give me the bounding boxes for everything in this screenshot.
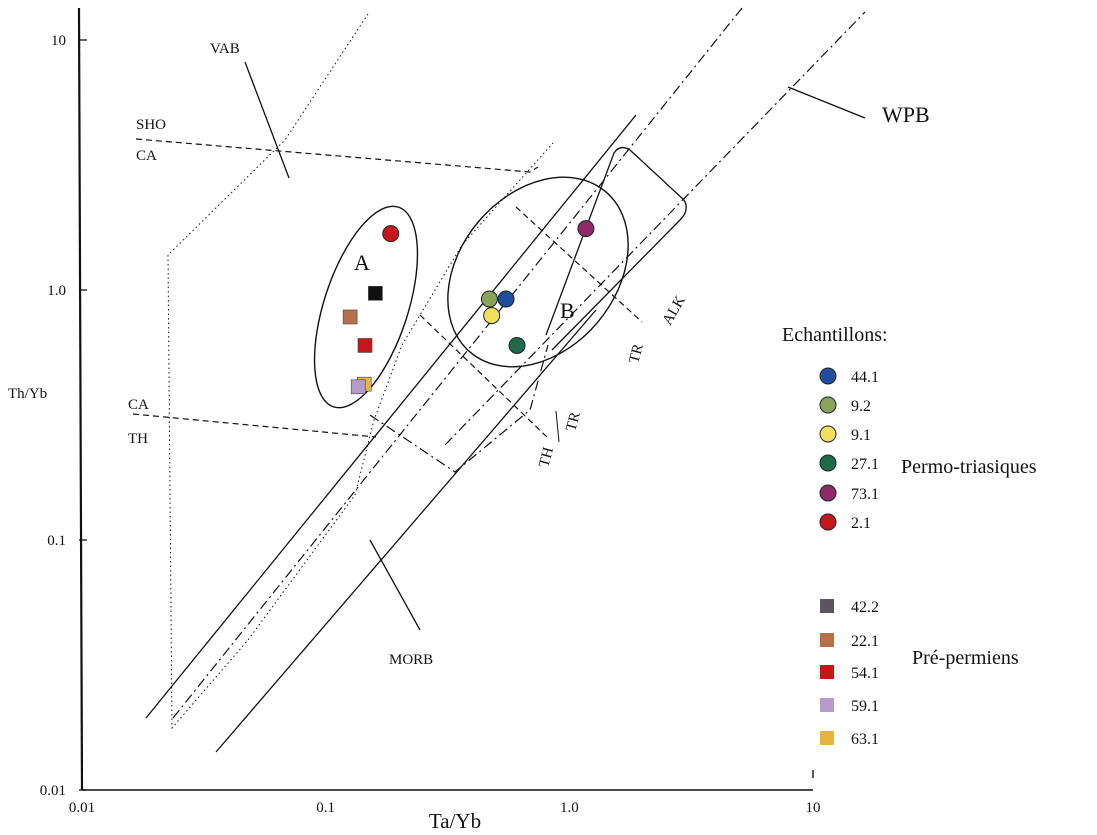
legend-marker-2.1 — [820, 514, 836, 530]
label-morb: MORB — [389, 652, 433, 668]
morb-array-upper-line — [146, 115, 636, 718]
y-axis-title: Th/Yb — [8, 386, 47, 402]
legend-marker-27.1 — [820, 455, 836, 471]
legend-label-9.2: 9.2 — [851, 398, 871, 415]
legend-group-prepermien: Pré-permiens — [912, 647, 1019, 669]
legend-label-59.1: 59.1 — [851, 698, 879, 715]
label-sho: SHO — [136, 117, 166, 133]
legend: Echantillons: 44.1 9.2 9.1 27.1 73.1 2.1 42.2 2… — [782, 324, 1037, 748]
legend-marker-73.1 — [820, 485, 836, 501]
y-tick-label: 1.0 — [47, 283, 66, 299]
label-th-lower: TH — [536, 445, 557, 469]
y-tick-label: 0.01 — [40, 783, 66, 799]
legend-label-27.1: 27.1 — [851, 456, 879, 473]
legend-marker-59.1 — [820, 698, 834, 712]
y-axis-line — [79, 8, 82, 790]
axis-ticks: 0.01 0.1 1.0 10 0.01 0.1 1.0 10 — [40, 33, 821, 816]
morb-pointer — [370, 540, 420, 630]
legend-marker-63.1 — [820, 731, 834, 745]
data-point-2.1 — [383, 226, 399, 242]
data-point-22.1 — [343, 310, 357, 324]
label-tr-lower: TR — [563, 410, 583, 433]
legend-marker-9.1 — [820, 426, 836, 442]
label-ca-upper: CA — [136, 148, 157, 164]
legend-group-permo: Permo-triasiques — [901, 456, 1037, 478]
x-tick-label: 0.01 — [69, 800, 95, 816]
th-tr-divider — [420, 315, 548, 438]
label-group-a: A — [354, 250, 370, 275]
x-tick-label: 10 — [806, 800, 821, 816]
label-wpb: WPB — [882, 102, 930, 127]
legend-label-44.1: 44.1 — [851, 369, 879, 386]
data-point-42.2 — [368, 286, 382, 300]
th-tr-separator — [556, 411, 559, 442]
data-point-44.1 — [498, 291, 514, 307]
data-point-54.1 — [358, 338, 372, 352]
legend-label-63.1: 63.1 — [851, 731, 879, 748]
legend-marker-44.1 — [820, 368, 836, 384]
vab-envelope — [168, 14, 553, 728]
legend-label-73.1: 73.1 — [851, 486, 879, 503]
legend-label-9.1: 9.1 — [851, 427, 871, 444]
label-group-b: B — [560, 298, 575, 323]
legend-items: 44.1 9.2 9.1 27.1 73.1 2.1 42.2 22.1 54.1 59.1 63.… — [820, 368, 879, 748]
field-boundaries — [133, 8, 865, 752]
data-point-73.1 — [578, 221, 594, 237]
label-th: TH — [128, 431, 148, 447]
legend-marker-54.1 — [820, 665, 834, 679]
legend-label-54.1: 54.1 — [851, 665, 879, 682]
legend-label-2.1: 2.1 — [851, 515, 871, 532]
legend-label-42.2: 42.2 — [851, 599, 879, 616]
data-point-9.1 — [484, 308, 500, 324]
data-point-9.2 — [481, 291, 497, 307]
vab-pointer — [245, 62, 289, 178]
label-alk: ALK — [660, 293, 689, 328]
sho-ca-divider — [136, 139, 538, 172]
dashdot-upper-line — [173, 8, 742, 718]
wpb-pointer — [788, 87, 865, 118]
group-b-envelope — [411, 141, 665, 402]
dashdot-lower-line — [445, 12, 865, 445]
label-ca-lower: CA — [128, 397, 149, 413]
x-axis-title: Ta/Yb — [429, 809, 481, 833]
y-tick-label: 10 — [51, 33, 66, 49]
legend-label-22.1: 22.1 — [851, 633, 879, 650]
label-vab: VAB — [210, 41, 240, 57]
legend-marker-22.1 — [820, 633, 834, 647]
legend-marker-9.2 — [820, 397, 836, 413]
data-point-59.1 — [351, 380, 365, 394]
data-point-27.1 — [509, 337, 525, 353]
legend-marker-42.2 — [820, 599, 834, 613]
label-tr-upper: TR — [626, 342, 646, 365]
x-tick-label: 1.0 — [560, 800, 579, 816]
x-tick-label: 0.1 — [316, 800, 335, 816]
legend-title: Echantillons: — [782, 324, 888, 346]
y-tick-label: 0.1 — [47, 533, 66, 549]
